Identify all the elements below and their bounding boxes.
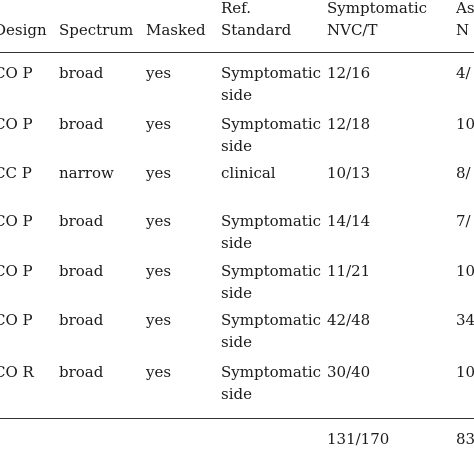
row-3-ref-line1: clinical: [221, 164, 276, 182]
row-3-asymptomatic: 8/: [456, 164, 471, 182]
row-5-ref-line1: Symptomatic: [221, 262, 322, 280]
row-3-masked: yes: [146, 164, 172, 182]
row-6-ref-line2: side: [221, 333, 252, 351]
row-4-spectrum: broad: [59, 212, 104, 230]
row-7-spectrum: broad: [59, 363, 104, 381]
row-4-design: CO P: [0, 212, 33, 230]
row-2-ref-line2: side: [221, 137, 252, 155]
row-1-ref-line1: Symptomatic: [221, 64, 322, 82]
row-4-asymptomatic: 7/: [456, 212, 471, 230]
row-4-ref-line2: side: [221, 234, 252, 252]
header-ref-line1: Ref.: [221, 0, 251, 17]
row-2-asymptomatic: 10: [456, 115, 474, 133]
row-2-masked: yes: [146, 115, 172, 133]
row-2-spectrum: broad: [59, 115, 104, 133]
header-spectrum: Spectrum: [59, 21, 134, 39]
total-asymptomatic: 83: [456, 430, 474, 448]
row-7-ref-line2: side: [221, 385, 252, 403]
row-5-masked: yes: [146, 262, 172, 280]
row-5-spectrum: broad: [59, 262, 104, 280]
row-6-ref-line1: Symptomatic: [221, 311, 322, 329]
row-6-spectrum: broad: [59, 311, 104, 329]
row-5-asymptomatic: 10: [456, 262, 474, 280]
header-symptomatic-line2: NVC/T: [327, 21, 378, 39]
row-6-design: CO P: [0, 311, 33, 329]
row-1-spectrum: broad: [59, 64, 104, 82]
row-4-masked: yes: [146, 212, 172, 230]
row-6-asymptomatic: 34: [456, 311, 474, 329]
row-3-spectrum: narrow: [59, 164, 114, 182]
header-symptomatic-line1: Symptomatic: [327, 0, 428, 17]
row-7-symptomatic: 30/40: [327, 363, 371, 381]
row-2-ref-line1: Symptomatic: [221, 115, 322, 133]
row-6-masked: yes: [146, 311, 172, 329]
row-7-masked: yes: [146, 363, 172, 381]
row-1-design: CO P: [0, 64, 33, 82]
row-1-masked: yes: [146, 64, 172, 82]
row-3-design: CC P: [0, 164, 32, 182]
row-6-symptomatic: 42/48: [327, 311, 371, 329]
totals-rule: [0, 418, 474, 419]
row-7-ref-line1: Symptomatic: [221, 363, 322, 381]
row-1-asymptomatic: 4/: [456, 64, 471, 82]
header-ref-line2: Standard: [221, 21, 292, 39]
header-asymptomatic-line1: As: [456, 0, 474, 17]
row-3-symptomatic: 10/13: [327, 164, 371, 182]
row-5-ref-line2: side: [221, 284, 252, 302]
row-4-ref-line1: Symptomatic: [221, 212, 322, 230]
total-symptomatic: 131/170: [327, 430, 390, 448]
row-7-design: CO R: [0, 363, 34, 381]
row-7-asymptomatic: 10: [456, 363, 474, 381]
row-2-design: CO P: [0, 115, 33, 133]
header-design: Design: [0, 21, 47, 39]
row-5-symptomatic: 11/21: [327, 262, 371, 280]
header-rule: [0, 52, 474, 53]
row-1-ref-line2: side: [221, 86, 252, 104]
row-1-symptomatic: 12/16: [327, 64, 371, 82]
row-2-symptomatic: 12/18: [327, 115, 371, 133]
header-asymptomatic-line2: N: [456, 21, 470, 39]
header-masked: Masked: [146, 21, 206, 39]
row-5-design: CO P: [0, 262, 33, 280]
row-4-symptomatic: 14/14: [327, 212, 371, 230]
